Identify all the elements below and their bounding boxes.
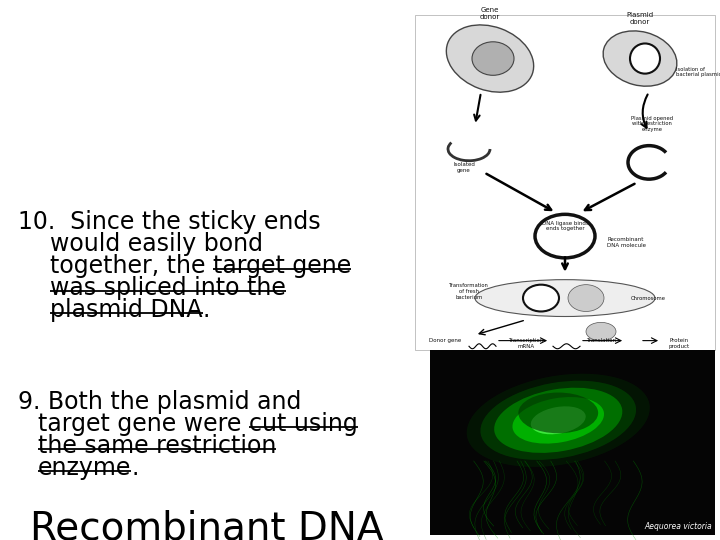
Ellipse shape	[494, 388, 622, 453]
Text: Translation: Translation	[586, 338, 616, 343]
Text: target gene: target gene	[213, 254, 351, 278]
Text: enzyme: enzyme	[38, 456, 131, 480]
Text: Isolation of
bacterial plasmid: Isolation of bacterial plasmid	[676, 66, 720, 77]
Text: Recombinant
DNA molecule: Recombinant DNA molecule	[607, 238, 646, 248]
Text: .: .	[202, 298, 210, 322]
Ellipse shape	[472, 42, 514, 75]
Text: Aequorea victoria: Aequorea victoria	[644, 522, 712, 531]
Text: Donor gene: Donor gene	[429, 338, 461, 343]
Ellipse shape	[480, 381, 636, 460]
Text: Plasmid
donor: Plasmid donor	[626, 12, 654, 25]
Ellipse shape	[513, 397, 604, 443]
Text: was spliced into the: was spliced into the	[50, 276, 286, 300]
Text: Isolated
gene: Isolated gene	[453, 163, 475, 173]
Ellipse shape	[531, 406, 585, 434]
Ellipse shape	[568, 285, 604, 312]
Text: .: .	[131, 456, 139, 480]
Text: Chromosome: Chromosome	[631, 295, 666, 301]
Bar	[415, 15, 715, 350]
Text: Gene
donor: Gene donor	[480, 7, 500, 20]
Text: plasmid DNA: plasmid DNA	[50, 298, 202, 322]
Text: the same restriction: the same restriction	[38, 434, 276, 458]
Text: 9. Both the plasmid and: 9. Both the plasmid and	[18, 390, 302, 414]
Text: would easily bond: would easily bond	[50, 232, 263, 256]
Text: Transformation
of fresh
bacterium: Transformation of fresh bacterium	[449, 283, 489, 300]
Text: cut using: cut using	[249, 412, 358, 436]
Text: target gene were: target gene were	[38, 412, 249, 436]
Ellipse shape	[630, 44, 660, 73]
Text: 10.  Since the sticky ends: 10. Since the sticky ends	[18, 210, 320, 234]
Ellipse shape	[475, 280, 655, 316]
Ellipse shape	[446, 25, 534, 92]
Ellipse shape	[467, 374, 649, 467]
Text: Plasmid opened
with restriction
enzyme: Plasmid opened with restriction enzyme	[631, 116, 673, 132]
Ellipse shape	[518, 393, 598, 433]
Text: Protein
product: Protein product	[668, 338, 690, 349]
Ellipse shape	[523, 285, 559, 312]
Ellipse shape	[603, 31, 677, 86]
Ellipse shape	[586, 322, 616, 341]
Text: DNA ligase binds
ends together: DNA ligase binds ends together	[541, 221, 588, 232]
Text: together, the: together, the	[50, 254, 213, 278]
Text: Transcription
mRNA: Transcription mRNA	[508, 338, 544, 349]
Text: Recombinant DNA: Recombinant DNA	[30, 510, 384, 540]
Bar	[430, 350, 715, 535]
